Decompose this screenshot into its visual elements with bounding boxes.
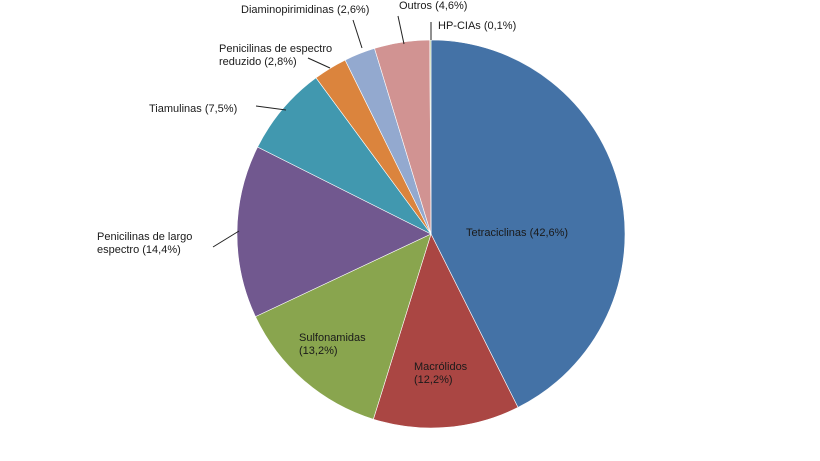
leader-line (307, 57, 331, 69)
slice-label: Penicilinas de espectro reduzido (2,8%) (219, 43, 332, 68)
slices-layer (236, 39, 626, 429)
leader-line (212, 230, 240, 248)
leader-line (255, 105, 287, 111)
labels-layer: Tetraciclinas (42,6%) Macrólidos (12,2%) Su… (97, 0, 568, 386)
slice-label: Tetraciclinas (42,6%) (466, 227, 568, 239)
pie-slice (255, 233, 432, 420)
slice-label: HP-CIAs (0,1%) (438, 20, 516, 32)
pie-slice (372, 233, 519, 429)
slice-label: Tiamulinas (7,5%) (149, 103, 237, 115)
slice-label: Penicilinas de largo espectro (14,4%) (97, 231, 192, 256)
slice-label: Macrólidos (12,2%) (414, 361, 468, 386)
leader-line (352, 19, 363, 49)
slice-label: Diaminopirimidinas (2,6%) (241, 4, 369, 16)
pie-slice (236, 146, 432, 317)
pie-slice (430, 39, 626, 408)
slice-label: Sulfonamidas (13,2%) (299, 332, 366, 357)
leader-line (397, 15, 405, 45)
slice-label: Outros (4,6%) (399, 0, 467, 12)
leader-lines-layer (212, 15, 432, 248)
